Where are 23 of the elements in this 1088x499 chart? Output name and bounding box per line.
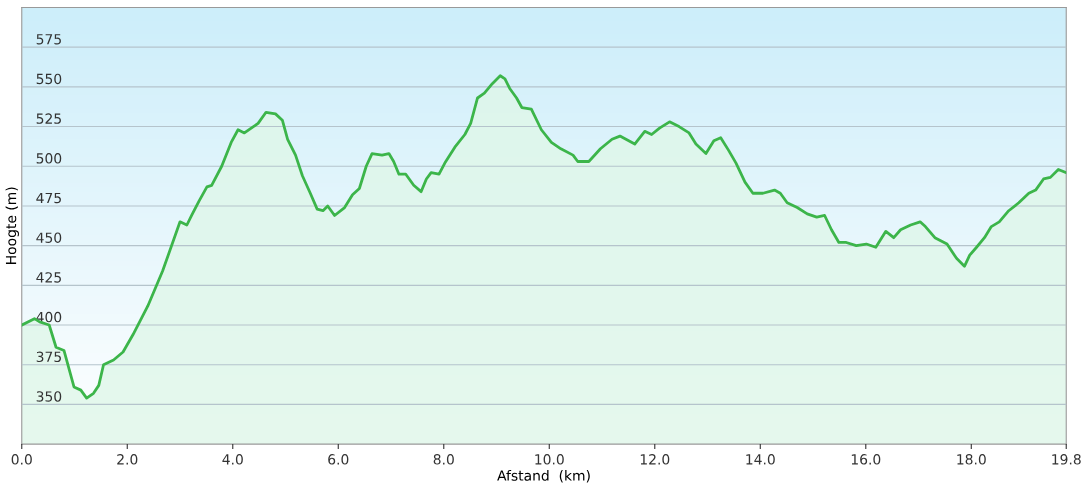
y-tick-label: 500: [36, 153, 62, 164]
y-tick-label: 400: [36, 311, 62, 323]
x-tick-label: 4.0: [222, 454, 243, 465]
x-tick-label: 2.0: [117, 454, 138, 465]
x-tick-label: 10.0: [535, 454, 564, 465]
y-tick-label: 375: [36, 351, 61, 363]
y-tick-label: 525: [36, 113, 61, 124]
y-axis-title: Hoogte (m): [5, 187, 19, 264]
x-tick-label: 14.0: [746, 454, 775, 465]
y-tick-label: 575: [36, 34, 61, 45]
x-tick-label: 16.0: [851, 454, 881, 465]
x-tick-label: 6.0: [328, 454, 349, 465]
y-tick-label: 450: [36, 232, 62, 243]
x-tick-label: 18.0: [957, 454, 986, 465]
y-tick-label: 550: [36, 73, 62, 85]
x-tick-label: 0.0: [11, 454, 32, 465]
x-axis-title: Afstand (km): [497, 470, 590, 483]
x-tick-label: 12.0: [640, 454, 670, 465]
y-tick-label: 425: [36, 272, 61, 283]
y-tick-label: 350: [36, 391, 62, 402]
x-tick-label: 8.0: [433, 454, 454, 465]
y-tick-label: 475: [36, 192, 61, 204]
x-tick-label: 19.8: [1052, 454, 1081, 465]
